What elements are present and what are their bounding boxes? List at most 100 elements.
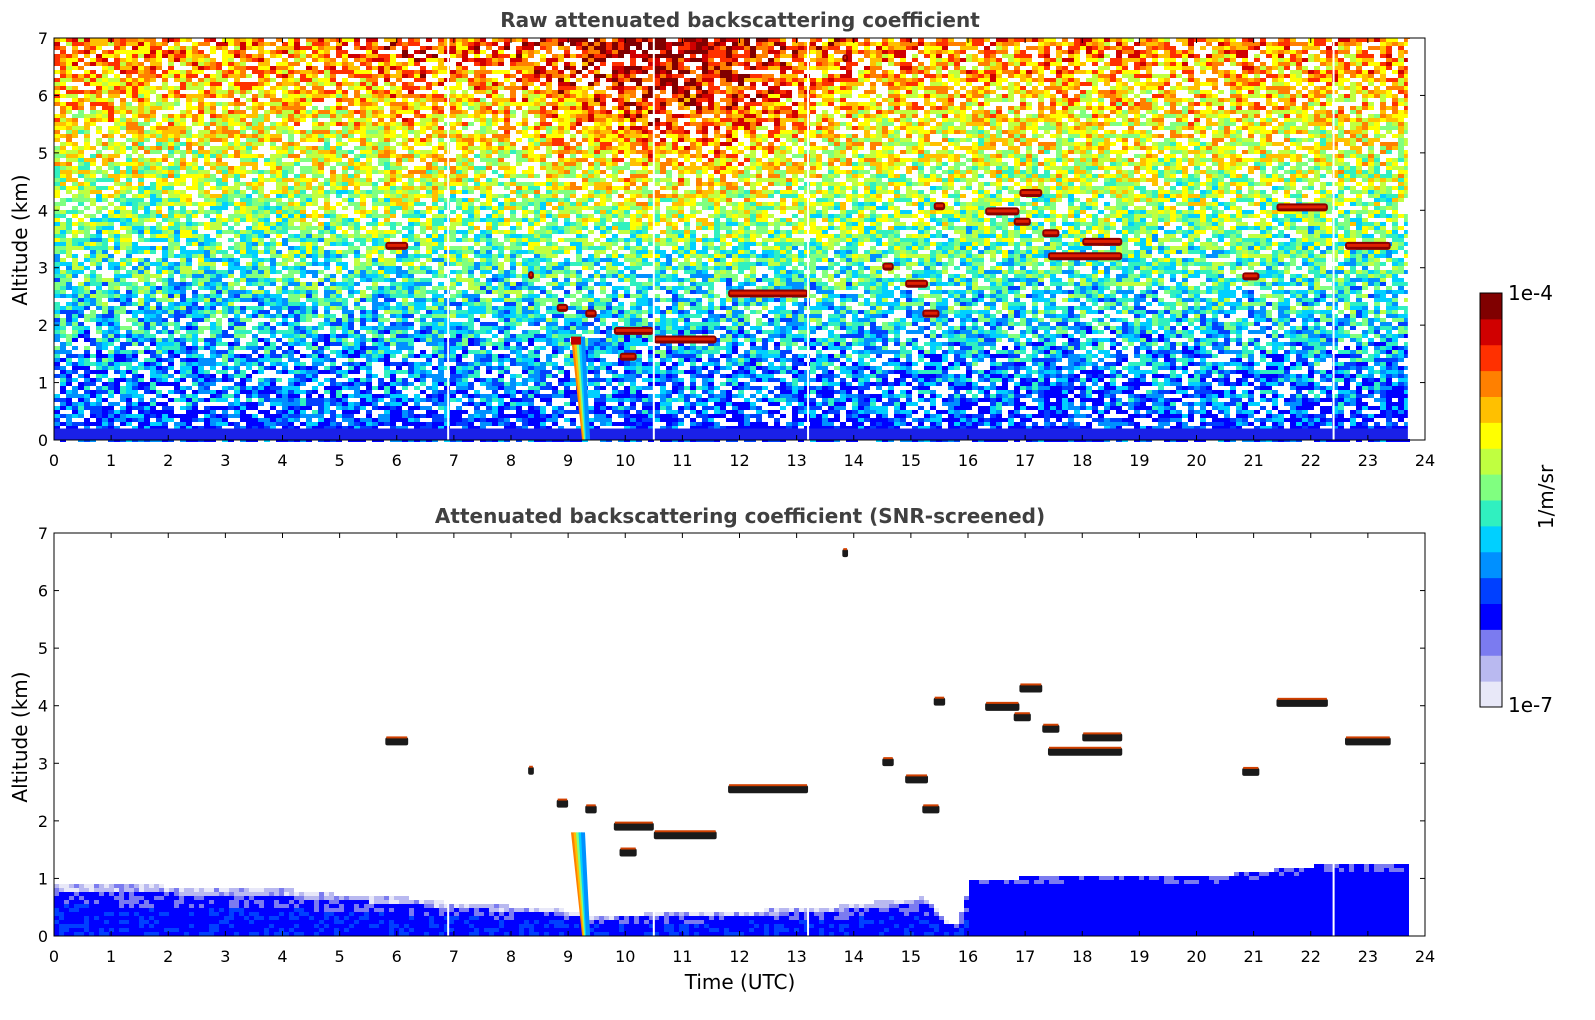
backscatter-cell <box>198 142 204 146</box>
backscatter-cell <box>288 98 294 102</box>
backscatter-cell <box>294 226 300 230</box>
backscatter-cell <box>192 114 198 118</box>
backscatter-cell <box>60 166 66 170</box>
backscatter-cell <box>378 130 384 134</box>
backscatter-cell <box>324 242 330 246</box>
backscatter-cell <box>282 98 288 102</box>
backscatter-cell <box>426 154 432 158</box>
backscatter-cell <box>156 322 162 326</box>
backscatter-cell <box>342 178 348 182</box>
backscatter-cell <box>330 70 336 74</box>
backscatter-cell <box>66 338 72 342</box>
backscatter-cell <box>426 194 432 198</box>
backscatter-cell <box>372 58 378 62</box>
backscatter-cell <box>222 62 228 66</box>
backscatter-cell <box>66 274 72 278</box>
backscatter-cell <box>96 418 102 422</box>
backscatter-cell <box>60 102 66 106</box>
backscatter-cell <box>240 390 246 394</box>
backscatter-cell <box>264 102 270 106</box>
backscatter-cell <box>270 122 276 126</box>
backscatter-cell <box>240 198 246 202</box>
backscatter-cell <box>240 254 246 258</box>
backscatter-cell <box>414 422 420 426</box>
backscatter-cell <box>342 250 348 254</box>
backscatter-cell <box>120 278 126 282</box>
backscatter-cell <box>192 234 198 238</box>
backscatter-cell <box>108 338 114 342</box>
backscatter-cell <box>408 382 414 386</box>
backscatter-cell <box>300 246 306 250</box>
backscatter-cell <box>258 346 264 350</box>
backscatter-cell <box>282 78 288 82</box>
backscatter-cell <box>306 298 312 302</box>
backscatter-cell <box>198 206 204 210</box>
backscatter-cell <box>366 42 372 46</box>
backscatter-cell <box>306 178 312 182</box>
backscatter-cell <box>324 398 330 402</box>
backscatter-cell <box>324 134 330 138</box>
backscatter-cell <box>336 94 342 98</box>
backscatter-cell <box>318 234 324 238</box>
backscatter-cell <box>66 266 72 270</box>
backscatter-cell <box>102 154 108 158</box>
backscatter-cell <box>312 190 318 194</box>
backscatter-cell <box>228 414 234 418</box>
backscatter-cell <box>210 110 216 114</box>
backscatter-cell <box>288 150 294 154</box>
backscatter-cell <box>102 74 108 78</box>
backscatter-cell <box>384 418 390 422</box>
backscatter-cell <box>330 226 336 230</box>
backscatter-cell <box>276 134 282 138</box>
backscatter-cell <box>282 102 288 106</box>
backscatter-cell <box>420 238 426 242</box>
backscatter-cell <box>366 146 372 150</box>
backscatter-cell <box>60 334 66 338</box>
backscatter-cell <box>288 302 294 306</box>
backscatter-cell <box>336 54 342 58</box>
backscatter-cell <box>258 290 264 294</box>
backscatter-cell <box>252 54 258 58</box>
backscatter-cell <box>300 290 306 294</box>
backscatter-cell <box>156 362 162 366</box>
backscatter-cell <box>144 350 150 354</box>
backscatter-cell <box>216 354 222 358</box>
backscatter-cell <box>66 390 72 394</box>
backscatter-cell <box>408 186 414 190</box>
backscatter-cell <box>108 126 114 130</box>
backscatter-cell <box>234 250 240 254</box>
backscatter-cell <box>102 198 108 202</box>
backscatter-cell <box>96 274 102 278</box>
backscatter-cell <box>300 274 306 278</box>
backscatter-cell <box>330 62 336 66</box>
backscatter-cell <box>360 86 366 90</box>
backscatter-cell <box>306 74 312 78</box>
backscatter-cell <box>150 62 156 66</box>
backscatter-cell <box>234 326 240 330</box>
backscatter-cell <box>300 210 306 214</box>
backscatter-cell <box>54 54 60 58</box>
backscatter-cell <box>84 178 90 182</box>
backscatter-cell <box>186 418 192 422</box>
backscatter-cell <box>306 282 312 286</box>
backscatter-cell <box>144 390 150 394</box>
backscatter-cell <box>300 230 306 234</box>
backscatter-cell <box>258 82 264 86</box>
backscatter-cell <box>282 226 288 230</box>
backscatter-cell <box>366 418 372 422</box>
backscatter-cell <box>78 266 84 270</box>
backscatter-cell <box>66 74 72 78</box>
backscatter-cell <box>72 362 78 366</box>
backscatter-cell <box>264 62 270 66</box>
backscatter-cell <box>306 130 312 134</box>
backscatter-cell <box>192 94 198 98</box>
backscatter-cell <box>174 422 180 426</box>
backscatter-cell <box>408 262 414 266</box>
backscatter-cell <box>144 346 150 350</box>
backscatter-cell <box>336 398 342 402</box>
backscatter-cell <box>306 234 312 238</box>
backscatter-cell <box>168 382 174 386</box>
backscatter-cell <box>198 338 204 342</box>
backscatter-cell <box>246 374 252 378</box>
backscatter-cell <box>90 74 96 78</box>
